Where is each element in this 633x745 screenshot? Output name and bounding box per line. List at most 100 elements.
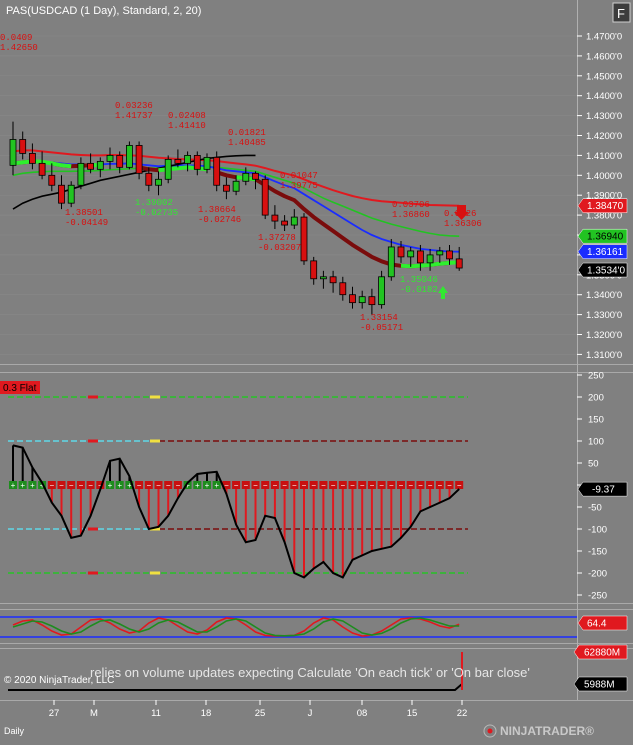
candle[interactable] xyxy=(223,185,229,191)
candle[interactable] xyxy=(369,297,375,305)
candle[interactable] xyxy=(175,159,181,163)
cci-zero-glyph: + xyxy=(214,481,219,490)
price-tick-label: 1.4500'0 xyxy=(586,71,622,82)
candle[interactable] xyxy=(320,277,326,279)
candle[interactable] xyxy=(408,251,414,257)
candle[interactable] xyxy=(340,283,346,295)
candle[interactable] xyxy=(388,247,394,277)
candle[interactable] xyxy=(136,145,142,173)
candle[interactable] xyxy=(447,251,453,259)
cci-zero-glyph: − xyxy=(273,481,278,490)
copyright-text: © 2020 NinjaTrader, LLC xyxy=(4,675,114,686)
price-annotation: 1.40485 xyxy=(228,138,266,148)
price-annotation: 1.41737 xyxy=(115,111,153,121)
price-annotation: 1.38664 xyxy=(198,205,236,215)
cci-zero-glyph: − xyxy=(292,481,297,490)
candle[interactable] xyxy=(194,155,200,169)
candle[interactable] xyxy=(78,163,84,185)
candle[interactable] xyxy=(398,247,404,257)
cci-zero-glyph: − xyxy=(437,481,442,490)
price-annotation: 0.01047 xyxy=(280,171,318,181)
candle[interactable] xyxy=(10,139,16,165)
cci-zero-glyph: − xyxy=(340,481,345,490)
cci-level-marker xyxy=(150,396,160,399)
cci-level-marker xyxy=(88,572,98,575)
candle[interactable] xyxy=(350,295,356,303)
cci-zero-glyph: − xyxy=(59,481,64,490)
candle[interactable] xyxy=(97,161,103,169)
time-tick-label: 11 xyxy=(151,708,161,719)
price-tick-label: 1.4200'0 xyxy=(586,131,622,142)
warning-text: relies on volume updates expecting Calcu… xyxy=(90,665,530,680)
candle[interactable] xyxy=(272,215,278,221)
cci-zero-glyph: + xyxy=(205,481,210,490)
price-annotation: 1.36306 xyxy=(444,219,482,229)
cci-zero-glyph: + xyxy=(108,481,113,490)
candle[interactable] xyxy=(330,277,336,283)
candle[interactable] xyxy=(39,163,45,175)
price-tick-label: 1.4300'0 xyxy=(586,111,622,122)
candle[interactable] xyxy=(233,181,239,191)
cci-tick-label: -250 xyxy=(588,591,607,602)
candle[interactable] xyxy=(59,185,65,203)
cci-tick-label: 250 xyxy=(588,371,604,382)
candle[interactable] xyxy=(359,297,365,303)
cci-zero-glyph: + xyxy=(195,481,200,490)
candle[interactable] xyxy=(29,153,35,163)
time-tick-label: 25 xyxy=(255,708,266,719)
value-badge-text: 1.38470 xyxy=(587,201,624,212)
candle[interactable] xyxy=(117,155,123,167)
candle[interactable] xyxy=(165,159,171,179)
chart-title: PAS(USDCAD (1 Day), Standard, 2, 20) xyxy=(6,5,201,17)
candle[interactable] xyxy=(20,139,26,153)
price-annotation: -0.03207 xyxy=(258,243,301,253)
timeframe-label: Daily xyxy=(4,726,25,736)
cci-zero-glyph: − xyxy=(234,481,239,490)
brand-text: NINJATRADER® xyxy=(500,724,594,738)
cci-zero-glyph: + xyxy=(11,481,16,490)
candle[interactable] xyxy=(204,157,210,169)
time-tick-label: 18 xyxy=(201,708,212,719)
candle[interactable] xyxy=(253,173,259,179)
candle[interactable] xyxy=(379,277,385,305)
candle[interactable] xyxy=(437,251,443,255)
candle[interactable] xyxy=(214,157,220,185)
value-badge-text: 1.36940 xyxy=(587,232,624,243)
candle[interactable] xyxy=(417,251,423,263)
cci-zero-glyph: − xyxy=(156,481,161,490)
f-button[interactable]: F xyxy=(613,3,630,22)
cci-tick-label: 100 xyxy=(588,437,604,448)
candle[interactable] xyxy=(311,261,317,279)
price-tick-label: 1.3300'0 xyxy=(586,310,622,321)
candle[interactable] xyxy=(68,185,74,203)
cci-level-marker xyxy=(150,440,160,443)
candle[interactable] xyxy=(146,173,152,185)
price-annotation: 1.33154 xyxy=(360,313,398,323)
cci-zero-glyph: − xyxy=(88,481,93,490)
candle[interactable] xyxy=(301,217,307,261)
price-annotation: 0.01821 xyxy=(228,128,266,138)
candle[interactable] xyxy=(427,255,433,263)
candle[interactable] xyxy=(49,175,55,185)
price-annotation: 1.39002 xyxy=(135,198,173,208)
candle[interactable] xyxy=(243,173,249,181)
price-annotation: -0.05171 xyxy=(360,323,403,333)
cci-zero-glyph: − xyxy=(370,481,375,490)
candle[interactable] xyxy=(156,179,162,185)
candle[interactable] xyxy=(185,155,191,163)
price-annotation: 0.02408 xyxy=(168,111,206,121)
candle[interactable] xyxy=(126,145,132,167)
candle[interactable] xyxy=(107,155,113,161)
candle[interactable] xyxy=(456,259,462,268)
price-annotation: 1.36860 xyxy=(392,210,430,220)
candle[interactable] xyxy=(88,163,94,169)
cci-tick-label: -100 xyxy=(588,525,607,536)
candle[interactable] xyxy=(262,179,268,215)
cci-zero-glyph: − xyxy=(428,481,433,490)
cci-tick-label: 50 xyxy=(588,459,599,470)
time-tick-label: 27 xyxy=(49,708,60,719)
price-annotation: 1.42650 xyxy=(0,43,38,53)
candle[interactable] xyxy=(282,221,288,225)
cci-level-marker xyxy=(88,440,98,443)
candle[interactable] xyxy=(291,217,297,225)
